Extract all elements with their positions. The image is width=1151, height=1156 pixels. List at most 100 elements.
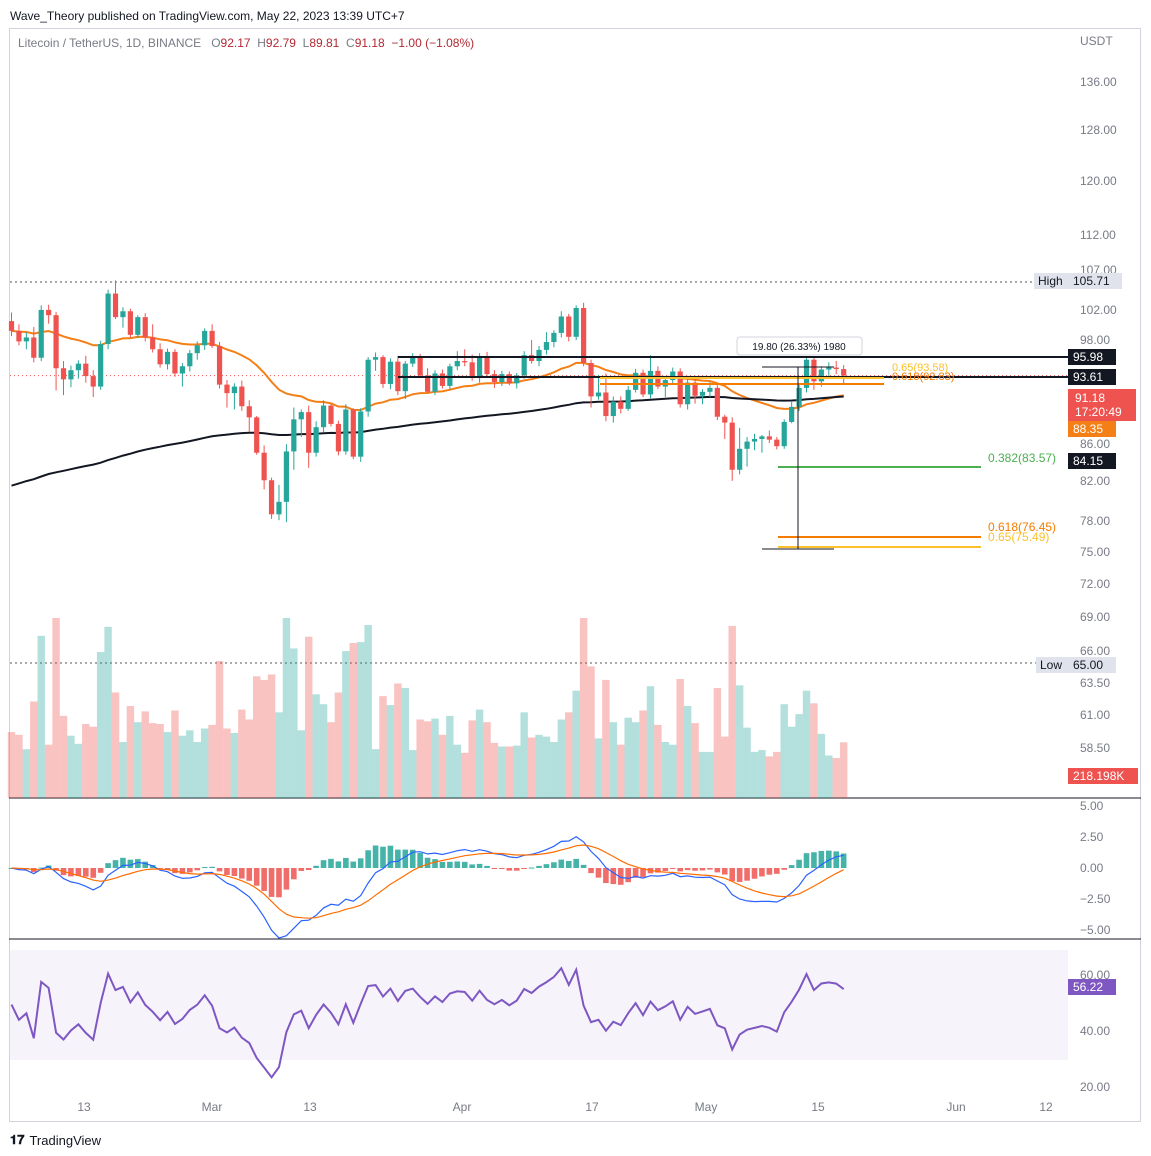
volume-bar [304, 636, 313, 798]
volume-bar [728, 625, 736, 798]
volume-bar [542, 736, 551, 798]
macd-histogram-bar [565, 860, 572, 868]
macd-histogram-bar [617, 868, 624, 885]
annotations: 19.80 (26.33%) 1980 0.382(83.57) 0.618(76.… [398, 336, 1068, 550]
candle-body [551, 332, 557, 343]
candle [803, 357, 810, 393]
candle-body [737, 448, 743, 470]
volume-bar [282, 618, 291, 798]
level-badge-1-box [1068, 349, 1116, 365]
candle [31, 326, 37, 363]
candle [529, 340, 535, 364]
date-tick-label: Jun [946, 1100, 965, 1114]
footer-brand[interactable]: 𝟏𝟕 TradingView [10, 1132, 101, 1148]
candle [484, 351, 490, 377]
macd-tick-label: −2.50 [1080, 892, 1111, 906]
macd-histogram-bar [201, 867, 208, 869]
candle-body [127, 311, 133, 335]
level-badge-1-text: 95.98 [1073, 350, 1103, 364]
candle-body [372, 357, 379, 360]
volume-bar [319, 704, 328, 798]
volume-bar [186, 730, 194, 798]
candle [722, 414, 728, 439]
candle [573, 305, 579, 341]
candle-body [306, 412, 312, 453]
date-tick-label: Apr [453, 1100, 472, 1114]
macd-histogram-bar [343, 857, 349, 868]
candle [670, 367, 676, 384]
candle [796, 383, 802, 411]
candle [358, 408, 364, 462]
macd-histogram-bar [588, 868, 594, 874]
macd-histogram-bar [335, 861, 342, 868]
fib-label-065: 0.65(75.49) [988, 530, 1049, 544]
candle [610, 396, 616, 423]
price-tick-label: 102.00 [1080, 303, 1117, 317]
candle-body [261, 452, 267, 481]
candle-body [774, 439, 780, 447]
candle [633, 368, 639, 393]
candle-body [811, 359, 817, 382]
candle [98, 340, 104, 390]
volume-bar [438, 734, 447, 798]
candle [83, 355, 89, 383]
macd-histogram-bar [194, 868, 201, 871]
volume-bar [67, 735, 75, 798]
candle [387, 358, 394, 390]
candle-body [454, 361, 460, 367]
candle-body [633, 372, 639, 390]
candle-body [283, 451, 290, 502]
volume-bar [423, 721, 432, 798]
candle [618, 396, 624, 414]
candle-body [194, 345, 200, 354]
candle-body [150, 337, 156, 350]
macd-histogram-bar [320, 860, 327, 868]
volume-bar [267, 674, 276, 798]
price-tick-label: 63.50 [1080, 676, 1110, 690]
volume-bar [364, 625, 372, 798]
volume-bar [371, 749, 380, 798]
candle [410, 353, 416, 367]
macd-histogram-bar [655, 868, 661, 873]
volume-bar [698, 751, 707, 798]
candle [343, 404, 349, 455]
macd-histogram-bar [239, 868, 245, 879]
candle-body [841, 369, 847, 376]
candle-body [313, 427, 319, 453]
candle-body [603, 392, 609, 417]
volume-bar [260, 679, 268, 798]
volume-badge-text: 218.198K [1073, 769, 1124, 783]
volume-bar [349, 643, 357, 798]
macd-histogram-bar [105, 863, 111, 868]
candle [291, 407, 297, 470]
macd-histogram-bar [580, 864, 587, 868]
close-label: C [346, 36, 355, 50]
volume-bar [96, 652, 105, 798]
candle-body [395, 361, 401, 392]
candle-body [276, 501, 282, 515]
macd-histogram-bar [461, 861, 468, 868]
candle [692, 376, 698, 404]
high-tag-box [1034, 273, 1068, 289]
volume-bar [802, 690, 811, 798]
macd-histogram-bar [736, 868, 743, 882]
volume-bar [312, 694, 320, 798]
candle-body [291, 419, 297, 452]
candle [38, 305, 44, 362]
open-label: O [211, 36, 221, 50]
candle [105, 289, 111, 350]
macd-histogram-bar [75, 868, 82, 876]
volume-bar [483, 722, 491, 798]
macd-histogram-bar [684, 868, 691, 871]
volume-badge-box [1068, 768, 1138, 784]
rsi-badge-box [1068, 979, 1116, 995]
macd-line [11, 835, 844, 939]
volume-bar [245, 719, 253, 798]
macd-histogram-bar [811, 852, 817, 868]
candle-body [595, 392, 602, 397]
volume-bar [572, 690, 580, 798]
macd-histogram-bar [187, 868, 193, 873]
macd-histogram-bar [699, 868, 706, 871]
